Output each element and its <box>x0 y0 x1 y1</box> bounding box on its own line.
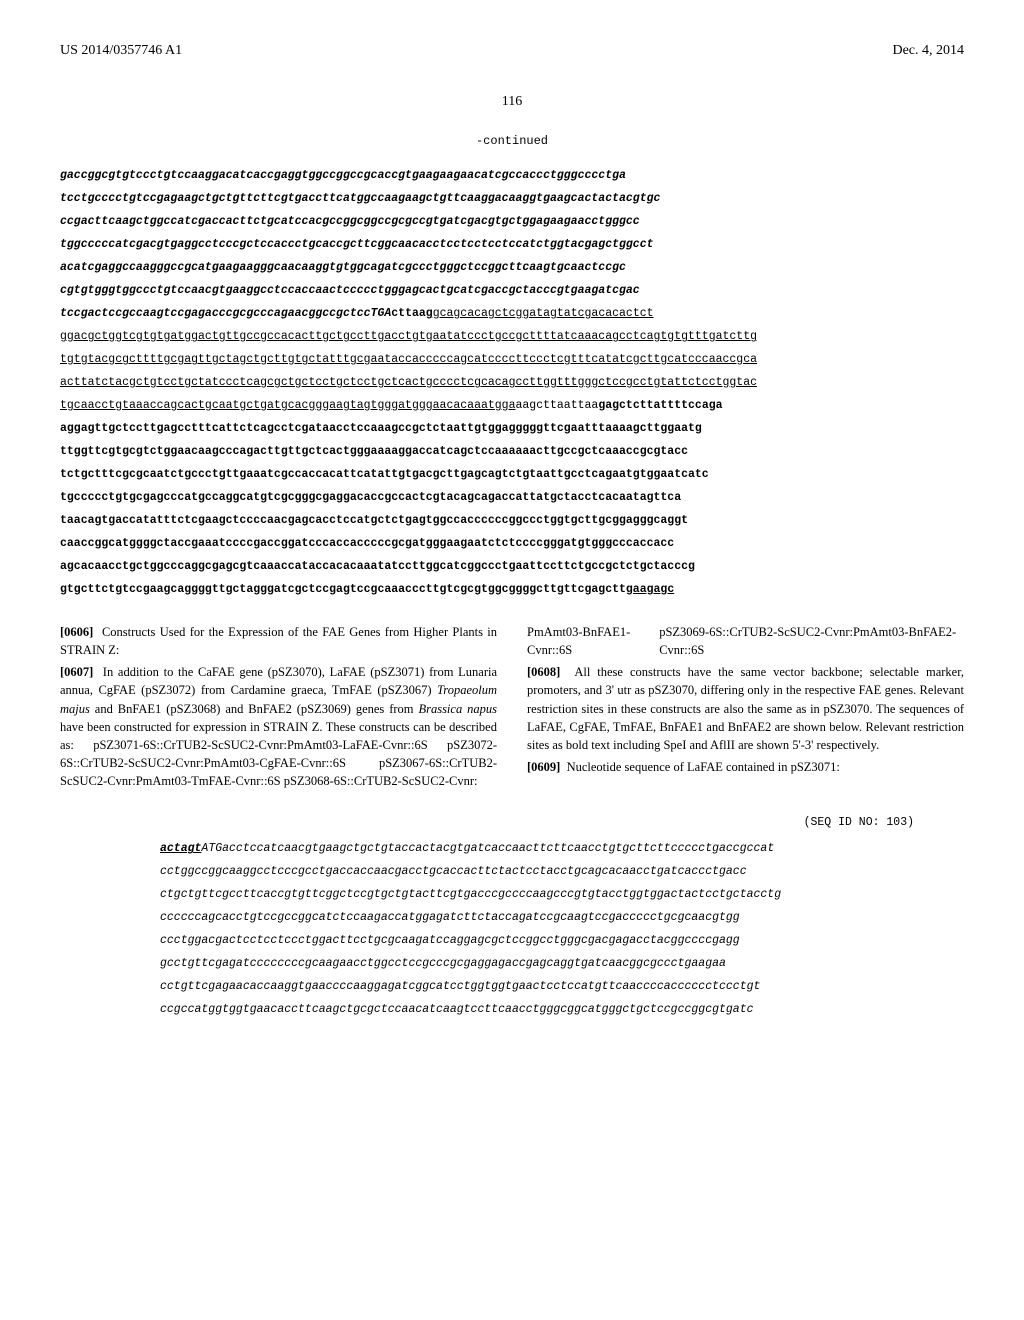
sequence-line: taacagtgaccatatttctcgaagctccccaacgagcacc… <box>60 509 964 532</box>
right-column: PmAmt03-BnFAE1-Cvnr::6S pSZ3069-6S::CrTU… <box>527 623 964 794</box>
continued-label: -continued <box>60 132 964 150</box>
sequence-line: tgcaacctgtaaaccagcactgcaatgctgatgcacggga… <box>60 394 964 417</box>
para-num-0607: [0607] <box>60 665 93 679</box>
sequence-line: agcacaacctgctggcccaggcgagcgtcaaaccatacca… <box>60 555 964 578</box>
sequence-line: cctgttcgagaacaccaaggtgaaccccaaggagatcggc… <box>160 975 964 998</box>
para-0607-text-2: and BnFAE1 (pSZ3068) and BnFAE2 (pSZ3069… <box>90 702 419 716</box>
sequence-line: actagtATGacctccatcaacgtgaagctgctgtaccact… <box>160 837 964 860</box>
sequence-line: ccgccatggtggtgaacaccttcaagctgcgctccaacat… <box>160 998 964 1021</box>
sequence-line: acttatctacgctgtcctgctatccctcagcgctgctcct… <box>60 371 964 394</box>
sequence-block-2: actagtATGacctccatcaacgtgaagctgctgtaccact… <box>60 837 964 1021</box>
publication-date: Dec. 4, 2014 <box>892 40 964 61</box>
sequence-line: acatcgaggccaagggccgcatgaagaagggcaacaaggt… <box>60 256 964 279</box>
sequence-line: gaccggcgtgtccctgtccaaggacatcaccgaggtggcc… <box>60 164 964 187</box>
two-column-body: [0606] Constructs Used for the Expressio… <box>60 623 964 794</box>
left-column: [0606] Constructs Used for the Expressio… <box>60 623 497 794</box>
seq-id-label: (SEQ ID NO: 103) <box>60 814 964 831</box>
sequence-line: tcctgcccctgtccgagaagctgctgttcttcgtgacctt… <box>60 187 964 210</box>
sequence-block-1: gaccggcgtgtccctgtccaaggacatcaccgaggtggcc… <box>60 164 964 601</box>
sequence-line: tgtgtacgcgcttttgcgagttgctagctgcttgtgctat… <box>60 348 964 371</box>
sequence-line: ccccccagcacctgtccgccggcatctccaagaccatgga… <box>160 906 964 929</box>
right-col-post: pSZ3069-6S::CrTUB2-ScSUC2-Cvnr:PmAmt03-B… <box>659 623 964 659</box>
para-num-0608: [0608] <box>527 665 560 679</box>
para-0609-text: Nucleotide sequence of LaFAE contained i… <box>567 760 840 774</box>
para-0607-text-1: In addition to the CaFAE gene (pSZ3070),… <box>60 665 497 697</box>
sequence-line: ggacgctggtcgtgtgatggactgttgccgccacacttgc… <box>60 325 964 348</box>
sequence-line: gcctgttcgagatccccccccgcaagaacctggcctccgc… <box>160 952 964 975</box>
page-number: 116 <box>60 91 964 112</box>
sequence-line: ccgacttcaagctggccatcgaccacttctgcatccacgc… <box>60 210 964 233</box>
right-col-pre: PmAmt03-BnFAE1-Cvnr::6S <box>527 623 659 659</box>
sequence-line: tggcccccatcgacgtgaggcctcccgctccaccctgcac… <box>60 233 964 256</box>
para-num-0609: [0609] <box>527 760 560 774</box>
brassica-italic: Brassica napus <box>418 702 497 716</box>
sequence-line: ccctggacgactcctcctccctggacttcctgcgcaagat… <box>160 929 964 952</box>
sequence-line: tctgctttcgcgcaatctgccctgttgaaatcgccaccac… <box>60 463 964 486</box>
para-num-0606: [0606] <box>60 625 93 639</box>
sequence-line: gtgcttctgtccgaagcaggggttgctagggatcgctccg… <box>60 578 964 601</box>
sequence-line: ttggttcgtgcgtctggaacaagcccagacttgttgctca… <box>60 440 964 463</box>
publication-number: US 2014/0357746 A1 <box>60 40 182 61</box>
para-0608-text: All these constructs have the same vecto… <box>527 665 964 752</box>
sequence-line: cgtgtgggtggccctgtccaacgtgaaggcctccaccaac… <box>60 279 964 302</box>
para-0606-text: Constructs Used for the Expression of th… <box>60 625 497 657</box>
sequence-line: tccgactccgccaagtccgagacccgcgcccagaacggcc… <box>60 302 964 325</box>
sequence-line: tgccccctgtgcgagcccatgccaggcatgtcgcgggcga… <box>60 486 964 509</box>
sequence-line: ctgctgttcgccttcaccgtgttcggctccgtgctgtact… <box>160 883 964 906</box>
para-0607-text-3: have been constructed for expression in … <box>60 720 497 788</box>
sequence-line: aggagttgctccttgagcctttcattctcagcctcgataa… <box>60 417 964 440</box>
sequence-line: caaccggcatggggctaccgaaatccccgaccggatccca… <box>60 532 964 555</box>
sequence-line: cctggccggcaaggcctcccgcctgaccaccaacgacctg… <box>160 860 964 883</box>
